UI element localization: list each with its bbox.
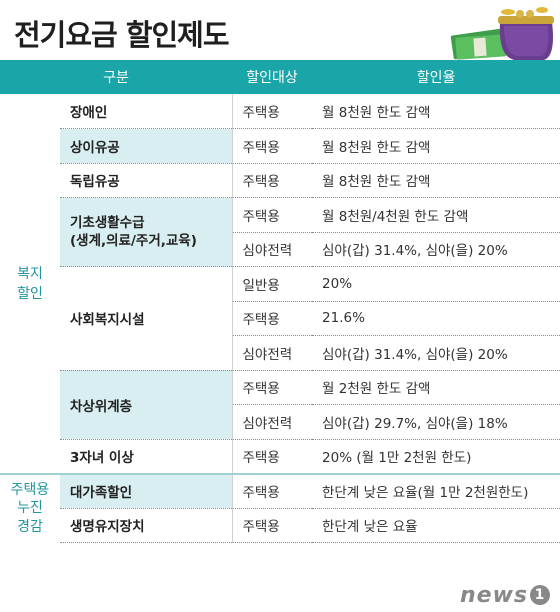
sub-label: 사회복지시설: [60, 266, 233, 371]
sub-label: 생명유지장치: [60, 508, 233, 543]
rate-cell: 심야(갑) 31.4%, 심야(을) 20%: [312, 335, 560, 371]
header-category: 구분: [0, 60, 233, 94]
table-header: 구분 할인대상 할인율: [0, 60, 560, 94]
target-cell: 일반용: [231, 266, 313, 302]
discount-table: 구분 할인대상 할인율 복지 할인 장애인 주택용 월 8천원 한도 감액 상이…: [0, 60, 560, 543]
header-rate: 할인율: [312, 60, 560, 94]
table-row: 복지 할인 장애인 주택용 월 8천원 한도 감액: [0, 94, 560, 302]
table-row: 생명유지장치 주택용 한단계 낮은 요율: [0, 508, 560, 543]
table-row: 주택용 누진 경감 대가족할인 주택용 한단계 낮은 요율(월 1만 2천원한도…: [0, 472, 560, 543]
table-row: 3자녀 이상 주택용 20% (월 1만 2천원 한도): [0, 439, 560, 474]
category-housing: 주택용 누진 경감: [0, 472, 60, 543]
table-row: 상이유공 주택용 월 8천원 한도 감액: [0, 128, 560, 164]
target-cell: 주택용: [231, 439, 313, 474]
logo-mark: 1: [530, 585, 550, 605]
rate-cell: 심야(갑) 29.7%, 심야(을) 18%: [312, 404, 560, 440]
target-cell: 주택용: [231, 508, 313, 543]
rate-cell: 월 8천원 한도 감액: [312, 128, 560, 164]
logo-text: news: [459, 583, 528, 608]
rate-cell: 월 8천원 한도 감액: [312, 94, 560, 129]
sub-label: 기초생활수급 (생계,의료/주거,교육): [60, 197, 233, 267]
news1-logo: news 1: [460, 583, 550, 608]
sub-label: 상이유공: [60, 128, 233, 164]
rate-cell: 월 2천원 한도 감액: [312, 370, 560, 405]
sub-label: 대가족할인: [60, 472, 233, 509]
rate-cell: 21.6%: [312, 301, 560, 336]
table-row: 기초생활수급 (생계,의료/주거,교육) 주택용 월 8천원/4천원 한도 감액: [0, 197, 560, 267]
rate-cell: 한단계 낮은 요율(월 1만 2천원한도): [312, 472, 560, 509]
rate-cell: 한단계 낮은 요율: [312, 508, 560, 543]
sub-label: 독립유공: [60, 163, 233, 198]
target-cell: 주택용: [231, 301, 313, 336]
sub-label: 3자녀 이상: [60, 439, 233, 474]
rate-cell: 20% (월 1만 2천원 한도): [312, 439, 560, 474]
target-cell: 주택용: [231, 94, 313, 129]
page-title: 전기요금 할인제도: [14, 18, 230, 52]
purse-money-icon: [450, 7, 554, 60]
table-row: 독립유공 주택용 월 8천원 한도 감액: [0, 163, 560, 198]
header-target: 할인대상: [232, 60, 313, 94]
target-cell: 주택용: [231, 128, 313, 164]
category-housing-label: 주택용 누진 경감: [10, 482, 50, 535]
table-row: 사회복지시설 일반용 20%: [0, 266, 560, 371]
category-welfare: 복지 할인: [0, 94, 60, 474]
target-cell: 주택용: [231, 197, 313, 233]
target-cell: 주택용: [231, 370, 313, 405]
rate-cell: 월 8천원/4천원 한도 감액: [312, 197, 560, 233]
rate-cell: 월 8천원 한도 감액: [312, 163, 560, 198]
table-row: 주택용 21.6%: [0, 301, 560, 336]
target-cell: 심야전력: [231, 404, 313, 440]
table-row: 차상위계층 주택용 월 2천원 한도 감액: [0, 370, 560, 440]
target-cell: 심야전력: [231, 335, 313, 371]
target-cell: 심야전력: [231, 232, 313, 267]
table-row: 심야전력 심야(갑) 31.4%, 심야(을) 20%: [0, 335, 560, 371]
rate-cell: 20%: [312, 266, 560, 302]
target-cell: 주택용: [231, 472, 313, 509]
target-cell: 주택용: [231, 163, 313, 198]
sub-label: 장애인: [60, 94, 233, 129]
table-row: 심야전력 심야(갑) 31.4%, 심야(을) 20%: [0, 232, 560, 267]
category-welfare-label: 복지 할인: [17, 266, 43, 303]
table-row: 심야전력 심야(갑) 29.7%, 심야(을) 18%: [0, 404, 560, 440]
sub-label: 차상위계층: [60, 370, 233, 440]
rate-cell: 심야(갑) 31.4%, 심야(을) 20%: [312, 232, 560, 267]
